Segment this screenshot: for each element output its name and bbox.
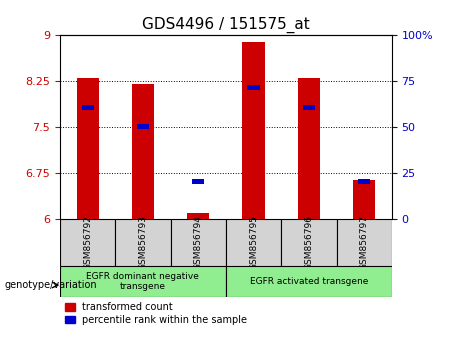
FancyBboxPatch shape [226, 219, 281, 266]
FancyBboxPatch shape [281, 219, 337, 266]
Bar [353, 179, 375, 219]
Bar [77, 78, 99, 219]
Text: EGFR activated transgene: EGFR activated transgene [250, 277, 368, 286]
Text: GSM856792: GSM856792 [83, 215, 92, 270]
FancyBboxPatch shape [226, 266, 392, 297]
FancyBboxPatch shape [115, 219, 171, 266]
Text: EGFR dominant negative
transgene: EGFR dominant negative transgene [87, 272, 199, 291]
Bar [248, 85, 260, 90]
Title: GDS4496 / 151575_at: GDS4496 / 151575_at [142, 16, 310, 33]
Bar [137, 124, 149, 129]
Text: genotype/variation: genotype/variation [5, 280, 97, 290]
Text: GSM856797: GSM856797 [360, 215, 369, 270]
Bar [82, 105, 94, 110]
Bar [132, 85, 154, 219]
Bar [242, 41, 265, 219]
Text: GSM856795: GSM856795 [249, 215, 258, 270]
Bar [187, 213, 209, 219]
FancyBboxPatch shape [60, 219, 115, 266]
Bar [192, 179, 204, 184]
Bar [303, 105, 315, 110]
FancyBboxPatch shape [337, 219, 392, 266]
Bar [358, 179, 370, 184]
Legend: transformed count, percentile rank within the sample: transformed count, percentile rank withi… [65, 302, 247, 325]
FancyBboxPatch shape [60, 266, 226, 297]
Text: GSM856793: GSM856793 [138, 215, 148, 270]
FancyBboxPatch shape [171, 219, 226, 266]
Text: GSM856796: GSM856796 [304, 215, 313, 270]
Text: GSM856794: GSM856794 [194, 215, 203, 270]
Bar [298, 78, 320, 219]
